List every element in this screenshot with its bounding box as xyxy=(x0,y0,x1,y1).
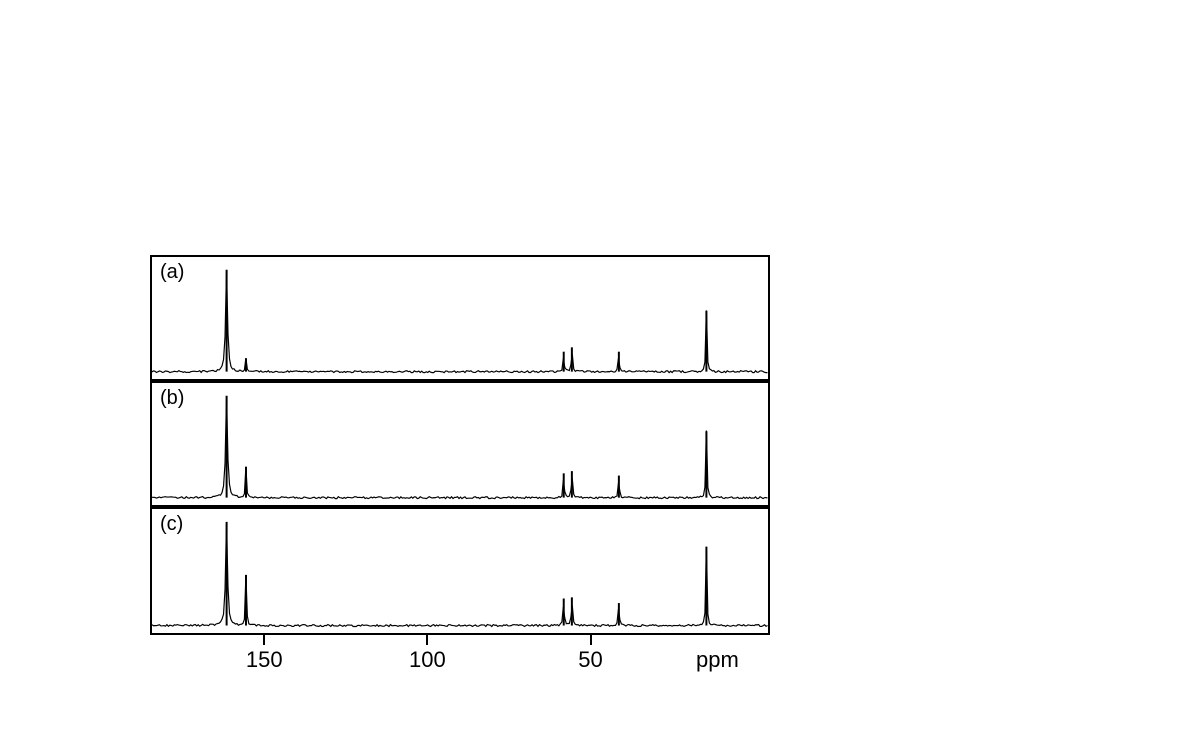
spectrum-panel-b: (b) xyxy=(150,381,770,507)
x-axis-tick xyxy=(590,635,592,645)
x-axis-tick-label: 50 xyxy=(578,647,602,673)
x-axis: 150 100 50 ppm xyxy=(150,635,770,675)
spectrum-panel-c: (c) xyxy=(150,507,770,635)
x-axis-tick-label: 100 xyxy=(409,647,446,673)
x-axis-tick xyxy=(426,635,428,645)
x-axis-title: ppm xyxy=(696,647,739,673)
x-axis-tick-label: 150 xyxy=(246,647,283,673)
spectrum-trace-c xyxy=(152,509,768,633)
spectrum-trace-a xyxy=(152,257,768,379)
spectrum-trace-b xyxy=(152,383,768,505)
nmr-stacked-spectra-figure: (a)(b)(c) 150 100 50 ppm xyxy=(150,255,770,675)
x-axis-tick xyxy=(263,635,265,645)
spectrum-panel-a: (a) xyxy=(150,255,770,381)
